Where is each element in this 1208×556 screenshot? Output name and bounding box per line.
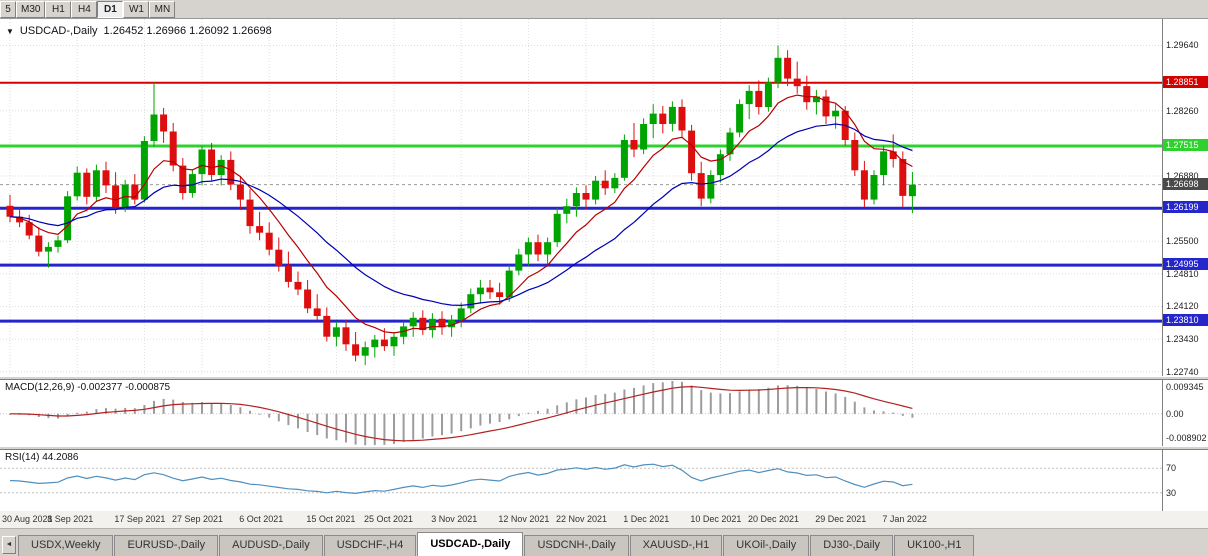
timeframe-button-5[interactable]: 5	[0, 0, 16, 18]
time-axis-label: 17 Sep 2021	[114, 514, 166, 524]
macd-panel-label: MACD(12,26,9) -0.002377 -0.000875	[5, 382, 170, 393]
time-axis-label: 12 Nov 2021	[498, 514, 550, 524]
price-axis-tick: 1.23430	[1166, 334, 1199, 345]
horizontal-level-lines[interactable]	[0, 81, 1162, 323]
macd-panel: MACD(12,26,9) -0.002377 -0.000875 0.0093…	[0, 380, 1208, 446]
price-axis-tick: 1.25500	[1166, 236, 1199, 247]
chart-tab-xauusd-h1[interactable]: XAUUSD-,H1	[629, 535, 723, 556]
main-price-axis[interactable]: 1.29640 1.28260 1.26880 1.25500 1.24810 1.241…	[1162, 19, 1208, 376]
macd-plot[interactable]	[0, 380, 1162, 446]
price-axis-tick: 1.22740	[1166, 366, 1199, 376]
time-axis-label: 10 Dec 2021	[690, 514, 742, 524]
rsi-levels	[0, 467, 1162, 494]
time-axis-label: 15 Oct 2021	[306, 514, 356, 524]
rsi-panel: RSI(14) 44.2086 70 30	[0, 450, 1208, 511]
chart-tab-audusd-daily[interactable]: AUDUSD-,Daily	[219, 535, 323, 556]
macd-axis-max: 0.009345	[1166, 382, 1204, 392]
ma-line-21	[9, 123, 913, 307]
chart-ohlc-values: 1.26452 1.26966 1.26092 1.26698	[103, 25, 272, 37]
rsi-label: RSI(14)	[5, 452, 40, 463]
price-axis-tick: 1.28260	[1166, 105, 1199, 116]
level-price-badge: 1.27515	[1163, 138, 1208, 151]
time-axis-label: 1 Dec 2021	[623, 514, 670, 524]
chart-dropdown-icon[interactable]: ▼	[6, 26, 14, 36]
timeframe-button-m30[interactable]: M30	[16, 0, 46, 18]
rsi-value-axis[interactable]: 70 30	[1162, 450, 1208, 511]
chart-title: ▼ USDCAD-,Daily 1.26452 1.26966 1.26092 …	[6, 25, 272, 37]
time-axis-label: 7 Jan 2022	[882, 514, 927, 524]
timeframe-button-d1[interactable]: D1	[97, 0, 124, 18]
chart-tab-dj30-daily[interactable]: DJ30-,Daily	[810, 535, 894, 556]
macd-value-axis[interactable]: 0.009345 0.00 -0.008902	[1162, 380, 1208, 446]
rsi-axis-level: 70	[1166, 463, 1177, 474]
current-price-badge: 1.26698	[1163, 177, 1208, 190]
level-price-badge: 1.24995	[1163, 258, 1208, 271]
time-axis-label: 30 Aug 2021	[2, 514, 53, 524]
time-axis[interactable]: 30 Aug 2021 8 Sep 2021 17 Sep 2021 27 Sep 2…	[0, 511, 1208, 529]
rsi-plot[interactable]	[0, 450, 1162, 511]
time-axis-label: 3 Nov 2021	[431, 514, 478, 524]
rsi-line	[9, 463, 913, 495]
level-price-badge: 1.23810	[1163, 314, 1208, 327]
time-axis-label: 22 Nov 2021	[556, 514, 608, 524]
candles-group	[6, 45, 916, 366]
chart-tabbar: ◄ USDX,Weekly EURUSD-,Daily AUDUSD-,Daily US…	[0, 529, 1208, 556]
level-price-badge: 1.26199	[1163, 201, 1208, 214]
rsi-value: 44.2086	[42, 452, 79, 463]
chart-tab-eurusd-daily[interactable]: EURUSD-,Daily	[114, 535, 219, 556]
timeframe-button-h4[interactable]: H4	[71, 0, 98, 18]
macd-label: MACD(12,26,9)	[5, 382, 75, 393]
price-axis-tick: 1.24810	[1166, 268, 1199, 279]
price-axis-tick: 1.26880	[1166, 170, 1199, 181]
chart-tab-ukoil-daily[interactable]: UKOil-,Daily	[723, 535, 810, 556]
rsi-panel-label: RSI(14) 44.2086	[5, 452, 78, 463]
macd-axis-min: -0.008902	[1166, 433, 1207, 443]
timeframe-button-h1[interactable]: H1	[45, 0, 72, 18]
macd-signal-line	[9, 385, 913, 442]
timeframe-button-w1[interactable]: W1	[123, 0, 150, 18]
time-axis-label: 29 Dec 2021	[815, 514, 867, 524]
macd-axis-zero: 0.00	[1166, 408, 1184, 419]
time-axis-label: 6 Oct 2021	[239, 514, 284, 524]
price-axis-tick: 1.24120	[1166, 301, 1199, 312]
level-price-badge: 1.28851	[1163, 75, 1208, 88]
time-axis-label: 20 Dec 2021	[748, 514, 800, 524]
timeframe-toolbar: 5 M30 H1 H4 D1 W1 MN	[0, 0, 1208, 19]
ma-line-8	[9, 94, 913, 334]
tab-scroll-left-icon[interactable]: ◄	[2, 536, 16, 554]
rsi-axis-level: 30	[1166, 487, 1177, 498]
macd-values: -0.002377 -0.000875	[77, 382, 171, 393]
panel-splitter-macd[interactable]	[0, 376, 1208, 380]
panel-splitter-rsi[interactable]	[0, 446, 1208, 450]
candlestick-plot[interactable]	[0, 19, 1162, 376]
chart-tab-usdcnh-daily[interactable]: USDCNH-,Daily	[524, 535, 629, 556]
chart-tab-usdchf-h4[interactable]: USDCHF-,H4	[323, 535, 417, 556]
chart-tab-usdcad-daily[interactable]: USDCAD-,Daily	[417, 532, 524, 556]
chart-tab-uk100-h1[interactable]: UK100-,H1	[894, 535, 975, 556]
time-axis-label: 8 Sep 2021	[47, 514, 94, 524]
chart-tab-usdx-weekly[interactable]: USDX,Weekly	[18, 535, 114, 556]
price-axis-tick: 1.29640	[1166, 40, 1199, 51]
time-axis-label: 27 Sep 2021	[172, 514, 224, 524]
timeframe-button-mn[interactable]: MN	[149, 0, 176, 18]
time-axis-label: 25 Oct 2021	[364, 514, 414, 524]
chart-symbol-label: USDCAD-,Daily	[19, 25, 98, 37]
main-chart-panel: ▼ USDCAD-,Daily 1.26452 1.26966 1.26092 …	[0, 19, 1208, 376]
macd-histogram	[9, 381, 914, 446]
